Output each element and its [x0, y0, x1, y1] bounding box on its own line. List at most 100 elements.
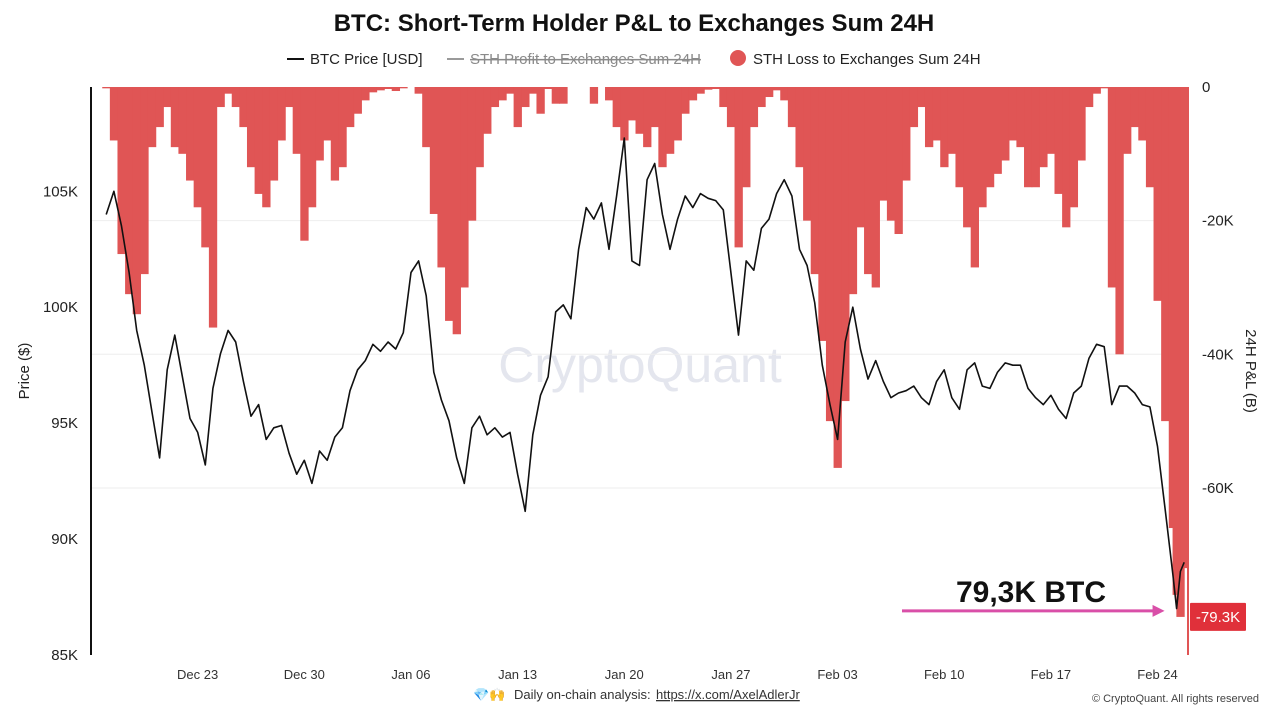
loss-bar-91	[795, 87, 804, 168]
loss-bar-104	[894, 87, 903, 235]
right-tick-label-3: -60K	[1202, 480, 1234, 497]
left-tick-label-2: 95K	[51, 415, 78, 432]
loss-bar-137	[1145, 87, 1155, 188]
loss-bar-111	[947, 87, 957, 154]
loss-bar-133	[1115, 87, 1124, 355]
x-tick-label-3: Jan 13	[498, 667, 537, 682]
loss-bar-105	[902, 87, 911, 181]
loss-bar-56	[528, 87, 538, 94]
x-tick-label-0: Dec 23	[177, 667, 218, 682]
loss-bar-115	[978, 87, 987, 208]
loss-bar-107	[917, 87, 926, 108]
loss-bar-97	[841, 87, 850, 402]
left-tick-label-0: 85K	[51, 647, 78, 664]
loss-bar-118	[1001, 87, 1010, 161]
loss-bar-110	[940, 87, 949, 168]
loss-bar-9	[170, 87, 180, 148]
loss-bar-47	[460, 87, 469, 288]
loss-bar-90	[787, 87, 797, 128]
loss-bar-108	[924, 87, 934, 148]
loss-bar-121	[1024, 87, 1033, 188]
loss-bar-103	[886, 87, 896, 221]
loss-bar-42	[422, 87, 431, 148]
loss-bar-81	[719, 87, 728, 108]
loss-bar-5	[140, 87, 149, 275]
loss-bar-23	[277, 87, 286, 141]
loss-bar-20	[254, 87, 263, 194]
loss-bar-135	[1130, 87, 1139, 128]
x-tick-label-6: Feb 03	[817, 667, 857, 682]
loss-bar-41	[414, 87, 423, 94]
loss-bar-18	[239, 87, 248, 128]
loss-bar-15	[216, 87, 225, 108]
loss-bar-100	[864, 87, 873, 275]
loss-bar-8	[163, 87, 172, 108]
loss-bar-116	[985, 87, 995, 188]
loss-bar-30	[330, 87, 340, 181]
btc-price-line	[105, 137, 1185, 610]
last-value-badge-text: -79.3K	[1196, 609, 1240, 626]
right-tick-label-2: -40K	[1202, 346, 1234, 363]
loss-bar-92	[803, 87, 812, 221]
loss-bar-17	[231, 87, 241, 108]
loss-bar-16	[224, 87, 233, 94]
loss-bar-69	[627, 87, 637, 121]
left-tick-label-3: 100K	[43, 299, 78, 316]
left-axis-ticks: 85K 90K 95K 100K 105K	[43, 183, 78, 664]
loss-bar-59	[551, 87, 561, 104]
loss-bar-131	[1100, 87, 1109, 89]
loss-bar-71	[643, 87, 652, 148]
loss-bar-46	[452, 87, 461, 335]
loss-bar-114	[970, 87, 979, 268]
loss-bar-7	[155, 87, 164, 128]
loss-bar-106	[909, 87, 919, 128]
loss-bar-3	[125, 87, 134, 295]
loss-bar-95	[825, 87, 835, 422]
loss-bar-64	[589, 87, 599, 104]
x-tick-label-8: Feb 17	[1031, 667, 1071, 682]
loss-bar-6	[147, 87, 157, 148]
loss-bar-138	[1153, 87, 1162, 301]
last-value-badge: -79.3K	[1190, 602, 1246, 631]
loss-bar-101	[871, 87, 880, 288]
loss-bar-70	[635, 87, 644, 134]
loss-bar-124	[1046, 87, 1056, 154]
right-tick-label-0: 0	[1202, 79, 1210, 96]
loss-bar-87	[765, 87, 774, 98]
loss-bar-120	[1016, 87, 1025, 148]
loss-bar-52	[498, 87, 507, 101]
x-axis-ticks: Dec 23 Dec 30 Jan 06 Jan 13 Jan 20 Jan 27 Feb …	[177, 667, 1178, 682]
loss-bar-14	[208, 87, 218, 328]
loss-bar-33	[353, 87, 362, 114]
loss-bar-49	[475, 87, 484, 168]
left-tick-label-4: 105K	[43, 183, 78, 200]
loss-bar-113	[963, 87, 972, 228]
loss-bar-50	[483, 87, 492, 134]
x-tick-label-4: Jan 20	[605, 667, 644, 682]
loss-bar-79	[704, 87, 713, 90]
loss-bar-93	[810, 87, 820, 275]
loss-bar-38	[391, 87, 401, 92]
legend-label-profit[interactable]: STH Profit to Exchanges Sum 24H	[470, 51, 701, 68]
loss-bar-24	[285, 87, 294, 108]
footer: 💎🙌 Daily on-chain analysis: https://x.co…	[473, 687, 1259, 705]
loss-bar-89	[780, 87, 789, 101]
loss-bar-136	[1138, 87, 1147, 141]
loss-bar-73	[658, 87, 667, 168]
loss-bar-112	[955, 87, 964, 188]
loss-bar-66	[605, 87, 614, 101]
legend-label-price[interactable]: BTC Price [USD]	[310, 51, 423, 68]
legend-label-loss[interactable]: STH Loss to Exchanges Sum 24H	[753, 51, 981, 68]
loss-bar-119	[1008, 87, 1018, 141]
footer-emoji: 💎🙌	[473, 687, 505, 702]
legend-dot-loss[interactable]	[730, 50, 746, 66]
grid-lines	[91, 220, 1188, 489]
loss-bar-0	[102, 87, 111, 89]
loss-bar-75	[673, 87, 682, 141]
x-tick-label-1: Dec 30	[284, 667, 325, 682]
x-tick-label-2: Jan 06	[391, 667, 430, 682]
loss-bar-1	[109, 87, 119, 141]
footer-link[interactable]: https://x.com/AxelAdlerJr	[656, 687, 800, 702]
loss-bar-43	[429, 87, 439, 214]
loss-bar-77	[688, 87, 698, 101]
